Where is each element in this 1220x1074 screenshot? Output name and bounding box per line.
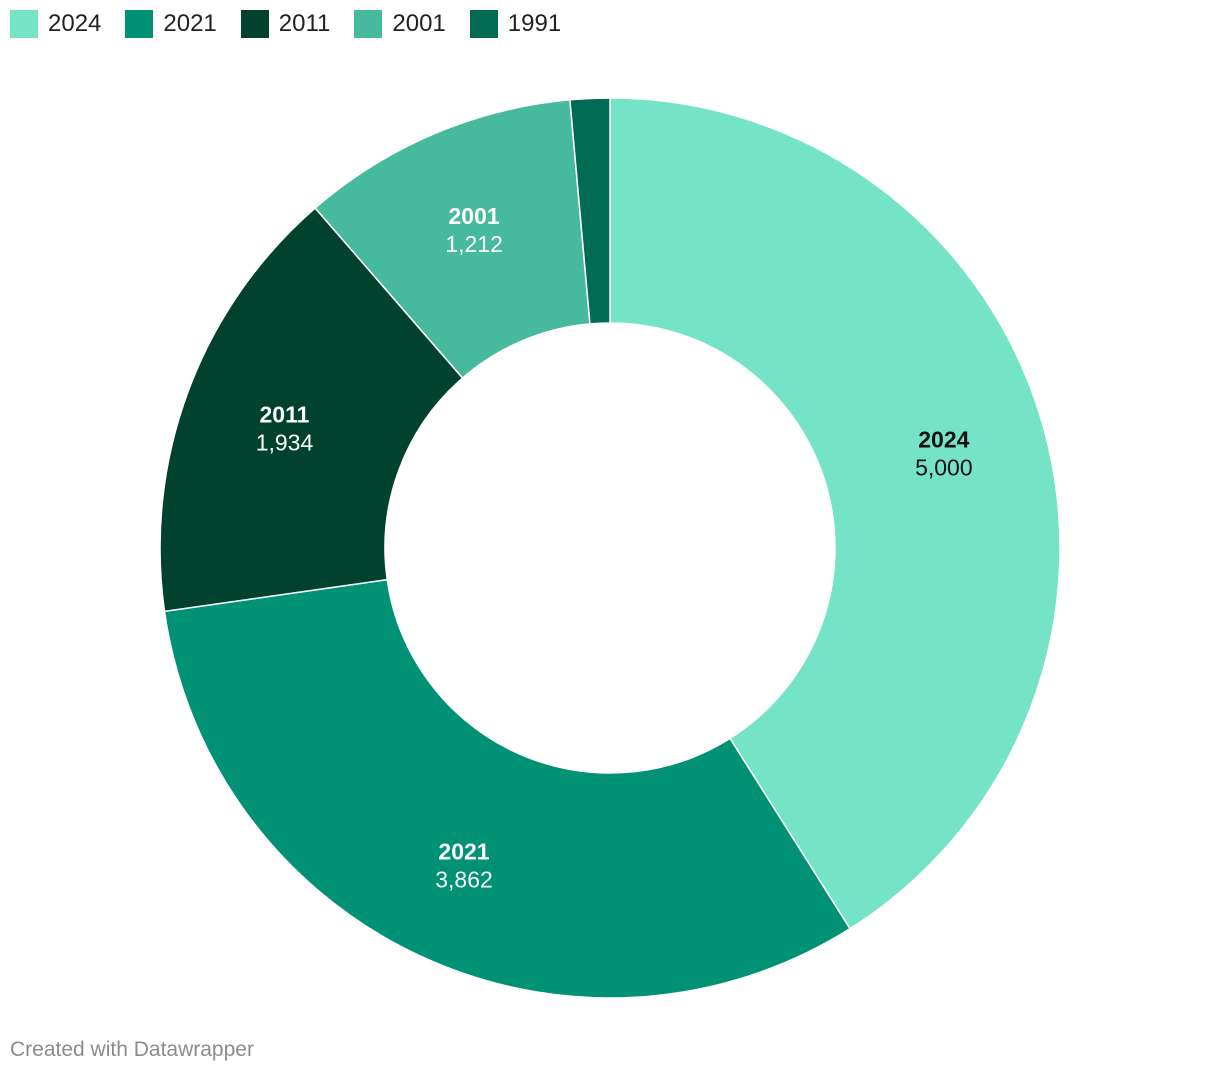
- legend-label-2011: 2011: [278, 10, 331, 37]
- legend-item-2024: 2024: [10, 10, 101, 38]
- legend-item-2011: 2011: [240, 10, 331, 38]
- slice-value-2001: 1,212: [445, 231, 503, 257]
- legend-label-2021: 2021: [163, 10, 217, 37]
- legend-item-2001: 2001: [354, 10, 446, 38]
- slice-label-2011: 2011: [260, 401, 310, 427]
- legend-item-2021: 2021: [125, 10, 217, 38]
- slice-2024: [609, 97, 1061, 930]
- slice-2011: [159, 206, 464, 613]
- legend-item-1991: 1991: [469, 10, 562, 38]
- legend-swatch-2011: [240, 10, 269, 38]
- legend-swatch-2021: [125, 10, 154, 38]
- legend-swatch-2001: [354, 10, 383, 38]
- slice-1991: [569, 97, 611, 325]
- legend-swatch-1991: [469, 10, 498, 38]
- slice-value-2011: 1,934: [256, 429, 314, 455]
- slice-2021: [163, 578, 852, 999]
- slice-value-2021: 3,862: [435, 866, 493, 892]
- legend-label-2001: 2001: [392, 10, 446, 37]
- legend-swatch-2024: [10, 10, 38, 38]
- chart-legend: 2024 2021 2011 2001 1991: [10, 8, 585, 40]
- legend-label-2024: 2024: [48, 10, 102, 37]
- slice-label-2021: 2021: [438, 838, 489, 864]
- slice-value-2024: 5,000: [915, 455, 973, 481]
- footer-credit: Created with Datawrapper: [10, 1038, 254, 1061]
- slice-label-2024: 2024: [918, 427, 969, 453]
- legend-label-1991: 1991: [507, 10, 562, 37]
- slice-label-2001: 2001: [449, 203, 500, 229]
